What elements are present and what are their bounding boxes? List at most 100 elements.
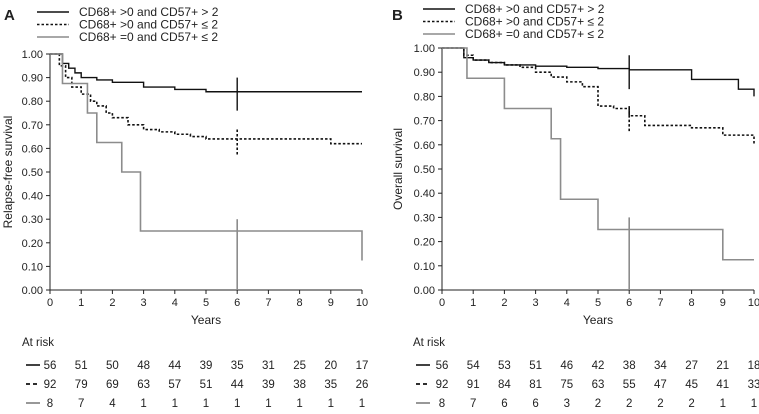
at-risk-count: 21 bbox=[716, 360, 729, 372]
at-risk-count: 25 bbox=[293, 360, 306, 372]
x-tick-label: 0 bbox=[47, 297, 53, 309]
at-risk-count: 1 bbox=[234, 398, 240, 410]
y-axis-label: Overall survival bbox=[391, 128, 405, 210]
at-risk-count: 92 bbox=[436, 379, 449, 391]
at-risk-count: 2 bbox=[688, 398, 694, 410]
at-risk-count: 51 bbox=[200, 379, 213, 391]
at-risk-count: 31 bbox=[262, 360, 275, 372]
y-tick-label: 1.00 bbox=[414, 43, 435, 55]
at-risk-count: 4 bbox=[109, 398, 116, 410]
y-tick-label: 0.70 bbox=[414, 116, 435, 128]
at-risk-count: 1 bbox=[751, 398, 757, 410]
y-tick-label: 0.30 bbox=[22, 214, 43, 226]
x-tick-label: 4 bbox=[172, 297, 178, 309]
at-risk-count: 1 bbox=[203, 398, 209, 410]
survival-curve-solid-black bbox=[50, 53, 362, 93]
y-tick-label: 0.00 bbox=[22, 285, 43, 297]
at-risk-count: 17 bbox=[356, 360, 369, 372]
at-risk-count: 1 bbox=[172, 398, 178, 410]
y-tick-label: 1.00 bbox=[22, 49, 43, 61]
at-risk-count: 1 bbox=[265, 398, 271, 410]
y-tick-label: 0.90 bbox=[414, 67, 435, 79]
survival-curve-dotted-black bbox=[50, 53, 362, 145]
x-tick-label: 3 bbox=[141, 297, 147, 309]
at-risk-count: 47 bbox=[654, 379, 667, 391]
y-tick-label: 0.20 bbox=[22, 238, 43, 250]
x-tick-label: 10 bbox=[748, 297, 759, 309]
at-risk-count: 8 bbox=[47, 398, 53, 410]
at-risk-count: 56 bbox=[436, 360, 449, 372]
at-risk-count: 1 bbox=[296, 398, 302, 410]
at-risk-count: 2 bbox=[626, 398, 632, 410]
at-risk-count: 51 bbox=[75, 360, 88, 372]
y-tick-label: 0.60 bbox=[414, 140, 435, 152]
at-risk-count: 92 bbox=[44, 379, 57, 391]
at-risk-count: 38 bbox=[623, 360, 636, 372]
x-tick-label: 5 bbox=[203, 297, 209, 309]
at-risk-count: 48 bbox=[137, 360, 150, 372]
y-tick-label: 0.10 bbox=[414, 261, 435, 273]
at-risk-count: 8 bbox=[439, 398, 445, 410]
x-tick-label: 10 bbox=[356, 297, 368, 309]
y-axis-label: Relapse-free survival bbox=[1, 116, 15, 229]
y-tick-label: 0.50 bbox=[414, 164, 435, 176]
at-risk-count: 35 bbox=[231, 360, 244, 372]
survival-curve-solid-black bbox=[442, 47, 755, 97]
y-tick-label: 0.20 bbox=[414, 237, 435, 249]
at-risk-count: 2 bbox=[657, 398, 663, 410]
at-risk-count: 1 bbox=[328, 398, 334, 410]
at-risk-count: 75 bbox=[560, 379, 573, 391]
y-tick-label: 0.80 bbox=[414, 91, 435, 103]
y-tick-label: 0.30 bbox=[414, 212, 435, 224]
legend-entry: CD68+ >0 and CD57+ > 2 bbox=[465, 2, 605, 16]
at-risk-count: 44 bbox=[168, 360, 181, 372]
y-tick-label: 0.40 bbox=[414, 188, 435, 200]
at-risk-count: 63 bbox=[137, 379, 150, 391]
at-risk-count: 55 bbox=[623, 379, 636, 391]
at-risk-count: 63 bbox=[592, 379, 605, 391]
survival-curve-solid-gray bbox=[442, 47, 754, 261]
survival-curve-solid-gray bbox=[50, 53, 363, 261]
at-risk-count: 1 bbox=[720, 398, 726, 410]
at-risk-count: 54 bbox=[467, 360, 480, 372]
at-risk-count: 26 bbox=[356, 379, 369, 391]
at-risk-count: 50 bbox=[106, 360, 119, 372]
x-axis-label: Years bbox=[191, 313, 221, 327]
survival-curve-dotted-black bbox=[442, 47, 755, 145]
at-risk-count: 7 bbox=[78, 398, 84, 410]
at-risk-count: 20 bbox=[324, 360, 337, 372]
x-tick-label: 1 bbox=[470, 297, 476, 309]
x-tick-label: 9 bbox=[328, 297, 334, 309]
at-risk-count: 51 bbox=[529, 360, 542, 372]
at-risk-count: 79 bbox=[75, 379, 88, 391]
legend-entry: CD68+ >0 and CD57+ ≤ 2 bbox=[79, 18, 218, 32]
at-risk-count: 34 bbox=[654, 360, 667, 372]
panel-letter: A bbox=[4, 7, 15, 24]
x-tick-label: 9 bbox=[720, 297, 726, 309]
at-risk-count: 42 bbox=[592, 360, 605, 372]
at-risk-count: 39 bbox=[262, 379, 275, 391]
x-tick-label: 6 bbox=[626, 297, 632, 309]
y-tick-label: 0.40 bbox=[22, 191, 43, 203]
panel-letter: B bbox=[392, 7, 403, 24]
at-risk-count: 84 bbox=[498, 379, 511, 391]
x-tick-label: 7 bbox=[265, 297, 271, 309]
at-risk-count: 44 bbox=[231, 379, 244, 391]
legend-entry: CD68+ =0 and CD57+ ≤ 2 bbox=[79, 30, 218, 44]
y-tick-label: 0.50 bbox=[22, 167, 43, 179]
at-risk-count: 1 bbox=[359, 398, 365, 410]
at-risk-title: At risk bbox=[22, 337, 54, 349]
at-risk-count: 18 bbox=[748, 360, 759, 372]
legend-entry: CD68+ >0 and CD57+ > 2 bbox=[79, 5, 219, 19]
x-tick-label: 2 bbox=[501, 297, 507, 309]
at-risk-count: 6 bbox=[501, 398, 507, 410]
x-tick-label: 0 bbox=[439, 297, 445, 309]
at-risk-count: 39 bbox=[200, 360, 213, 372]
at-risk-count: 81 bbox=[529, 379, 542, 391]
at-risk-count: 45 bbox=[685, 379, 698, 391]
x-tick-label: 4 bbox=[564, 297, 570, 309]
at-risk-count: 38 bbox=[293, 379, 306, 391]
legend-entry: CD68+ =0 and CD57+ ≤ 2 bbox=[465, 27, 604, 41]
